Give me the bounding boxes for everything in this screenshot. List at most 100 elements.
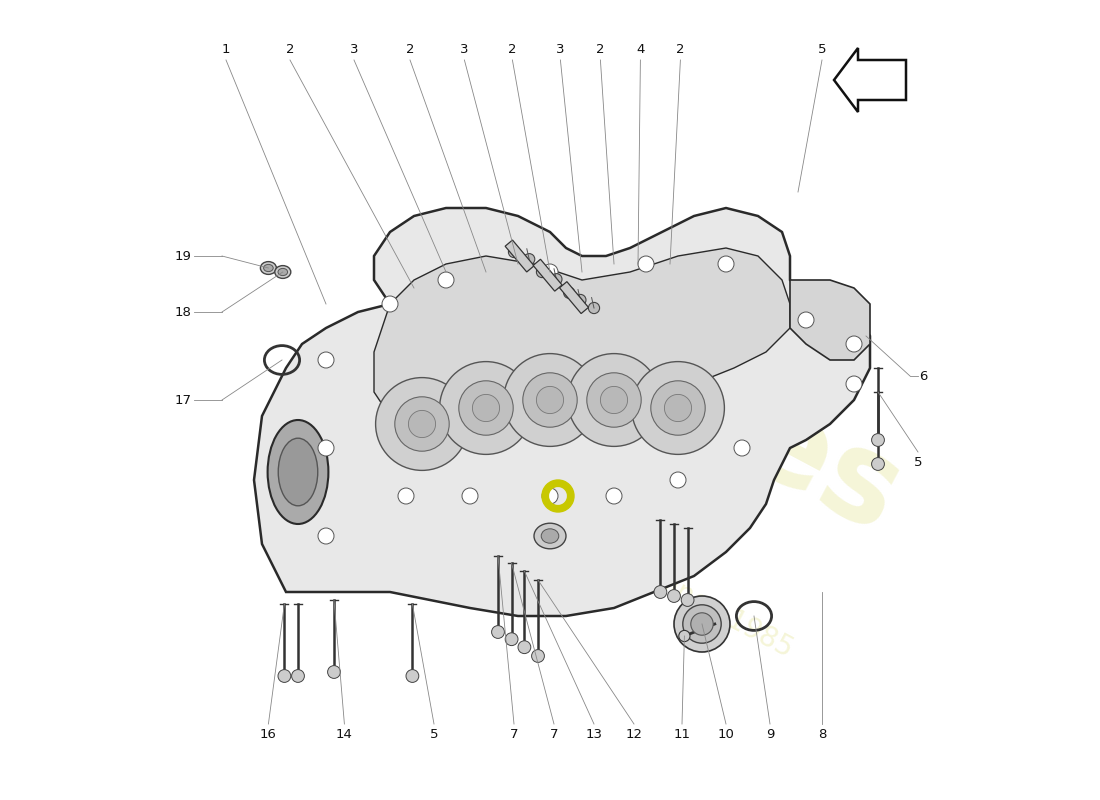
Text: 4: 4 — [636, 43, 645, 56]
Text: 3: 3 — [460, 43, 469, 56]
Circle shape — [654, 586, 667, 598]
Text: 3: 3 — [557, 43, 564, 56]
Circle shape — [668, 590, 681, 602]
Circle shape — [406, 670, 419, 682]
Circle shape — [440, 362, 532, 454]
Text: 11: 11 — [673, 728, 691, 741]
Circle shape — [328, 666, 340, 678]
Text: 5: 5 — [914, 456, 922, 469]
Circle shape — [524, 254, 535, 265]
Circle shape — [398, 488, 414, 504]
Text: 12: 12 — [626, 728, 642, 741]
Polygon shape — [534, 259, 562, 291]
Circle shape — [459, 381, 514, 435]
Circle shape — [681, 594, 694, 606]
Circle shape — [472, 394, 499, 422]
Polygon shape — [254, 208, 870, 616]
Ellipse shape — [278, 438, 318, 506]
Circle shape — [438, 272, 454, 288]
Text: 5: 5 — [817, 43, 826, 56]
Circle shape — [846, 336, 862, 352]
Polygon shape — [374, 248, 790, 424]
Circle shape — [798, 312, 814, 328]
Circle shape — [568, 354, 660, 446]
Text: 17: 17 — [175, 394, 191, 406]
Circle shape — [563, 287, 575, 298]
Circle shape — [691, 613, 713, 635]
Ellipse shape — [541, 529, 559, 543]
Circle shape — [679, 630, 690, 642]
Text: etores: etores — [466, 241, 922, 559]
Text: 9: 9 — [766, 728, 774, 741]
Text: 3: 3 — [350, 43, 359, 56]
Text: 19: 19 — [175, 250, 191, 262]
Circle shape — [508, 246, 519, 258]
Text: 16: 16 — [260, 728, 277, 741]
Circle shape — [575, 294, 586, 306]
Circle shape — [601, 386, 628, 414]
Polygon shape — [834, 48, 906, 112]
Polygon shape — [560, 282, 588, 314]
Ellipse shape — [275, 266, 290, 278]
Circle shape — [395, 397, 449, 451]
Circle shape — [375, 378, 469, 470]
Text: 2: 2 — [596, 43, 605, 56]
Text: 13: 13 — [585, 728, 603, 741]
Circle shape — [651, 381, 705, 435]
Circle shape — [683, 605, 722, 643]
Polygon shape — [505, 240, 535, 272]
Circle shape — [278, 670, 290, 682]
Text: 2: 2 — [676, 43, 684, 56]
Circle shape — [674, 596, 730, 652]
Ellipse shape — [534, 523, 566, 549]
Text: 6: 6 — [920, 370, 928, 382]
Text: 7: 7 — [550, 728, 558, 741]
Text: 14: 14 — [336, 728, 353, 741]
Ellipse shape — [278, 268, 287, 275]
Circle shape — [292, 670, 305, 682]
Text: 8: 8 — [817, 728, 826, 741]
Text: 2: 2 — [406, 43, 415, 56]
Circle shape — [542, 264, 558, 280]
Circle shape — [531, 650, 544, 662]
Circle shape — [318, 440, 334, 456]
Text: 18: 18 — [175, 306, 191, 318]
Circle shape — [462, 488, 478, 504]
Circle shape — [408, 410, 436, 438]
Text: 7: 7 — [509, 728, 518, 741]
Circle shape — [504, 354, 596, 446]
Circle shape — [551, 274, 562, 285]
Circle shape — [318, 528, 334, 544]
Circle shape — [631, 362, 725, 454]
Circle shape — [846, 376, 862, 392]
Text: 2: 2 — [508, 43, 517, 56]
Circle shape — [542, 488, 558, 504]
Circle shape — [382, 296, 398, 312]
Circle shape — [522, 373, 578, 427]
Text: a passion for parts since 1985: a passion for parts since 1985 — [415, 441, 798, 663]
Text: 5: 5 — [430, 728, 438, 741]
Circle shape — [734, 440, 750, 456]
Text: 2: 2 — [286, 43, 295, 56]
Circle shape — [664, 394, 692, 422]
Circle shape — [606, 488, 621, 504]
Circle shape — [586, 373, 641, 427]
Circle shape — [505, 633, 518, 646]
Circle shape — [588, 302, 600, 314]
Ellipse shape — [264, 264, 273, 272]
Circle shape — [718, 256, 734, 272]
Ellipse shape — [261, 262, 276, 274]
Text: 1: 1 — [222, 43, 230, 56]
Text: 10: 10 — [717, 728, 735, 741]
Circle shape — [492, 626, 505, 638]
Circle shape — [638, 256, 654, 272]
Circle shape — [537, 386, 563, 414]
Ellipse shape — [267, 420, 329, 524]
Polygon shape — [790, 280, 870, 360]
Circle shape — [670, 472, 686, 488]
Circle shape — [871, 458, 884, 470]
Circle shape — [871, 434, 884, 446]
Circle shape — [537, 266, 548, 278]
Circle shape — [518, 641, 531, 654]
Circle shape — [318, 352, 334, 368]
